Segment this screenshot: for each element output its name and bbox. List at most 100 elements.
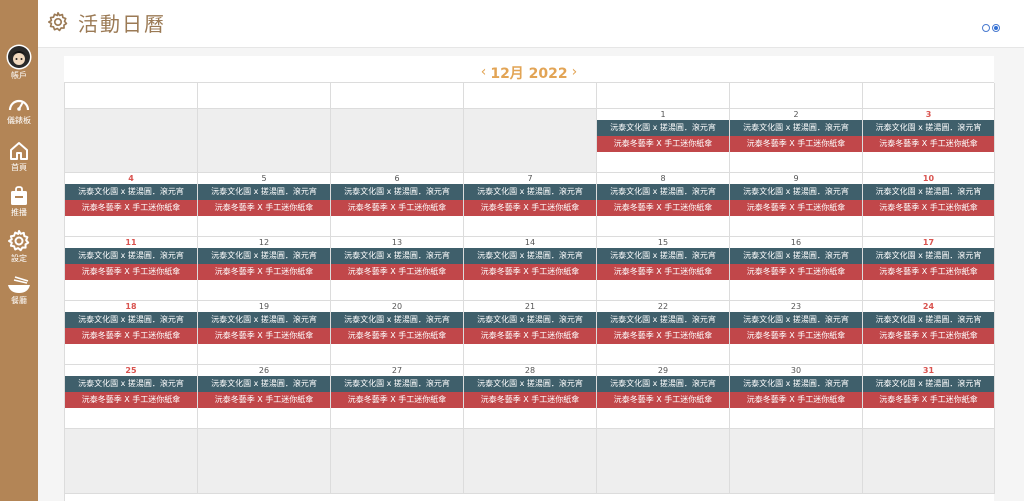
- event-bar[interactable]: 沅泰文化園 x 搓湯圓．滾元宵: [464, 248, 596, 264]
- event-bar[interactable]: 沅泰文化園 x 搓湯圓．滾元宵: [863, 120, 994, 136]
- event-bar[interactable]: 沅泰文化園 x 搓湯圓．滾元宵: [597, 248, 729, 264]
- event-bar[interactable]: 沅泰文化園 x 搓湯圓．滾元宵: [198, 312, 330, 328]
- calendar-day-cell[interactable]: 29 沅泰文化園 x 搓湯圓．滾元宵 沅泰冬藝季 X 手工迷你紙傘: [597, 365, 730, 429]
- sidebar-item-account[interactable]: 帳戶: [0, 44, 38, 81]
- event-bar[interactable]: 沅泰文化園 x 搓湯圓．滾元宵: [597, 120, 729, 136]
- event-bar[interactable]: 沅泰冬藝季 X 手工迷你紙傘: [730, 328, 862, 344]
- event-bar[interactable]: 沅泰文化園 x 搓湯圓．滾元宵: [198, 248, 330, 264]
- calendar-day-cell[interactable]: 7 沅泰文化園 x 搓湯圓．滾元宵 沅泰冬藝季 X 手工迷你紙傘: [464, 173, 597, 237]
- event-bar[interactable]: 沅泰文化園 x 搓湯圓．滾元宵: [464, 376, 596, 392]
- sidebar-item-promo[interactable]: 推播: [0, 185, 38, 218]
- event-bar[interactable]: 沅泰冬藝季 X 手工迷你紙傘: [331, 328, 463, 344]
- event-bar[interactable]: 沅泰冬藝季 X 手工迷你紙傘: [198, 200, 330, 216]
- event-bar[interactable]: 沅泰冬藝季 X 手工迷你紙傘: [730, 136, 862, 152]
- event-bar[interactable]: 沅泰文化園 x 搓湯圓．滾元宵: [863, 248, 994, 264]
- event-bar[interactable]: 沅泰文化園 x 搓湯圓．滾元宵: [65, 184, 197, 200]
- calendar-day-cell[interactable]: 18 沅泰文化園 x 搓湯圓．滾元宵 沅泰冬藝季 X 手工迷你紙傘: [65, 301, 198, 365]
- event-bar[interactable]: 沅泰冬藝季 X 手工迷你紙傘: [730, 200, 862, 216]
- calendar-day-cell[interactable]: 8 沅泰文化園 x 搓湯圓．滾元宵 沅泰冬藝季 X 手工迷你紙傘: [597, 173, 730, 237]
- event-bar[interactable]: 沅泰文化園 x 搓湯圓．滾元宵: [597, 376, 729, 392]
- event-bar[interactable]: 沅泰冬藝季 X 手工迷你紙傘: [331, 264, 463, 280]
- event-bar[interactable]: 沅泰冬藝季 X 手工迷你紙傘: [597, 264, 729, 280]
- event-bar[interactable]: 沅泰冬藝季 X 手工迷你紙傘: [863, 200, 994, 216]
- calendar-day-cell[interactable]: 22 沅泰文化園 x 搓湯圓．滾元宵 沅泰冬藝季 X 手工迷你紙傘: [597, 301, 730, 365]
- event-bar[interactable]: 沅泰冬藝季 X 手工迷你紙傘: [65, 328, 197, 344]
- next-month-button[interactable]: ›: [571, 64, 578, 80]
- calendar-day-cell[interactable]: 30 沅泰文化園 x 搓湯圓．滾元宵 沅泰冬藝季 X 手工迷你紙傘: [730, 365, 863, 429]
- calendar-day-cell[interactable]: 15 沅泰文化園 x 搓湯圓．滾元宵 沅泰冬藝季 X 手工迷你紙傘: [597, 237, 730, 301]
- calendar-day-cell[interactable]: 12 沅泰文化園 x 搓湯圓．滾元宵 沅泰冬藝季 X 手工迷你紙傘: [198, 237, 331, 301]
- event-bar[interactable]: 沅泰文化園 x 搓湯圓．滾元宵: [730, 248, 862, 264]
- calendar-day-cell[interactable]: 3 沅泰文化園 x 搓湯圓．滾元宵 沅泰冬藝季 X 手工迷你紙傘: [863, 109, 995, 173]
- event-bar[interactable]: 沅泰文化園 x 搓湯圓．滾元宵: [331, 184, 463, 200]
- event-bar[interactable]: 沅泰文化園 x 搓湯圓．滾元宵: [65, 248, 197, 264]
- calendar-day-cell[interactable]: 5 沅泰文化園 x 搓湯圓．滾元宵 沅泰冬藝季 X 手工迷你紙傘: [198, 173, 331, 237]
- event-bar[interactable]: 沅泰冬藝季 X 手工迷你紙傘: [597, 200, 729, 216]
- event-bar[interactable]: 沅泰冬藝季 X 手工迷你紙傘: [730, 264, 862, 280]
- calendar-day-cell[interactable]: 1 沅泰文化園 x 搓湯圓．滾元宵 沅泰冬藝季 X 手工迷你紙傘: [597, 109, 730, 173]
- event-bar[interactable]: 沅泰文化園 x 搓湯圓．滾元宵: [597, 312, 729, 328]
- sidebar-item-dashboard[interactable]: 儀錶板: [0, 95, 38, 126]
- calendar-day-cell[interactable]: 27 沅泰文化園 x 搓湯圓．滾元宵 沅泰冬藝季 X 手工迷你紙傘: [331, 365, 464, 429]
- calendar-day-cell[interactable]: 11 沅泰文化園 x 搓湯圓．滾元宵 沅泰冬藝季 X 手工迷你紙傘: [65, 237, 198, 301]
- calendar-day-cell[interactable]: 23 沅泰文化園 x 搓湯圓．滾元宵 沅泰冬藝季 X 手工迷你紙傘: [730, 301, 863, 365]
- event-bar[interactable]: 沅泰文化園 x 搓湯圓．滾元宵: [863, 312, 994, 328]
- event-bar[interactable]: 沅泰文化園 x 搓湯圓．滾元宵: [464, 184, 596, 200]
- event-bar[interactable]: 沅泰冬藝季 X 手工迷你紙傘: [464, 264, 596, 280]
- event-bar[interactable]: 沅泰文化園 x 搓湯圓．滾元宵: [331, 312, 463, 328]
- event-bar[interactable]: 沅泰文化園 x 搓湯圓．滾元宵: [198, 376, 330, 392]
- event-bar[interactable]: 沅泰文化園 x 搓湯圓．滾元宵: [464, 312, 596, 328]
- event-bar[interactable]: 沅泰文化園 x 搓湯圓．滾元宵: [730, 120, 862, 136]
- event-bar[interactable]: 沅泰文化園 x 搓湯圓．滾元宵: [65, 376, 197, 392]
- sidebar-item-settings[interactable]: 設定: [0, 229, 38, 264]
- event-bar[interactable]: 沅泰冬藝季 X 手工迷你紙傘: [597, 136, 729, 152]
- sidebar-item-dining[interactable]: 餐廳: [0, 275, 38, 306]
- prev-month-button[interactable]: ‹: [480, 64, 487, 80]
- event-bar[interactable]: 沅泰文化園 x 搓湯圓．滾元宵: [331, 376, 463, 392]
- event-bar[interactable]: 沅泰文化園 x 搓湯圓．滾元宵: [730, 184, 862, 200]
- calendar-day-cell[interactable]: 28 沅泰文化園 x 搓湯圓．滾元宵 沅泰冬藝季 X 手工迷你紙傘: [464, 365, 597, 429]
- calendar-day-cell[interactable]: 9 沅泰文化園 x 搓湯圓．滾元宵 沅泰冬藝季 X 手工迷你紙傘: [730, 173, 863, 237]
- event-bar[interactable]: 沅泰冬藝季 X 手工迷你紙傘: [464, 200, 596, 216]
- event-bar[interactable]: 沅泰冬藝季 X 手工迷你紙傘: [198, 392, 330, 408]
- calendar-day-cell[interactable]: 26 沅泰文化園 x 搓湯圓．滾元宵 沅泰冬藝季 X 手工迷你紙傘: [198, 365, 331, 429]
- calendar-day-cell[interactable]: 31 沅泰文化園 x 搓湯圓．滾元宵 沅泰冬藝季 X 手工迷你紙傘: [863, 365, 995, 429]
- event-bar[interactable]: 沅泰冬藝季 X 手工迷你紙傘: [863, 264, 994, 280]
- sidebar-item-home[interactable]: 首頁: [0, 140, 38, 173]
- event-bar[interactable]: 沅泰冬藝季 X 手工迷你紙傘: [464, 392, 596, 408]
- event-bar[interactable]: 沅泰冬藝季 X 手工迷你紙傘: [597, 392, 729, 408]
- calendar-day-cell[interactable]: 4 沅泰文化園 x 搓湯圓．滾元宵 沅泰冬藝季 X 手工迷你紙傘: [65, 173, 198, 237]
- view-radio-1[interactable]: [982, 24, 990, 32]
- calendar-day-cell[interactable]: 16 沅泰文化園 x 搓湯圓．滾元宵 沅泰冬藝季 X 手工迷你紙傘: [730, 237, 863, 301]
- calendar-day-cell[interactable]: 25 沅泰文化園 x 搓湯圓．滾元宵 沅泰冬藝季 X 手工迷你紙傘: [65, 365, 198, 429]
- calendar-day-cell[interactable]: 21 沅泰文化園 x 搓湯圓．滾元宵 沅泰冬藝季 X 手工迷你紙傘: [464, 301, 597, 365]
- calendar-day-cell[interactable]: 17 沅泰文化園 x 搓湯圓．滾元宵 沅泰冬藝季 X 手工迷你紙傘: [863, 237, 995, 301]
- event-bar[interactable]: 沅泰文化園 x 搓湯圓．滾元宵: [65, 312, 197, 328]
- event-bar[interactable]: 沅泰文化園 x 搓湯圓．滾元宵: [331, 248, 463, 264]
- event-bar[interactable]: 沅泰冬藝季 X 手工迷你紙傘: [331, 392, 463, 408]
- event-bar[interactable]: 沅泰冬藝季 X 手工迷你紙傘: [597, 328, 729, 344]
- event-bar[interactable]: 沅泰冬藝季 X 手工迷你紙傘: [464, 328, 596, 344]
- event-bar[interactable]: 沅泰文化園 x 搓湯圓．滾元宵: [730, 312, 862, 328]
- calendar-day-cell[interactable]: 2 沅泰文化園 x 搓湯圓．滾元宵 沅泰冬藝季 X 手工迷你紙傘: [730, 109, 863, 173]
- event-bar[interactable]: 沅泰冬藝季 X 手工迷你紙傘: [65, 392, 197, 408]
- calendar-day-cell[interactable]: 20 沅泰文化園 x 搓湯圓．滾元宵 沅泰冬藝季 X 手工迷你紙傘: [331, 301, 464, 365]
- event-bar[interactable]: 沅泰冬藝季 X 手工迷你紙傘: [730, 392, 862, 408]
- calendar-day-cell[interactable]: 19 沅泰文化園 x 搓湯圓．滾元宵 沅泰冬藝季 X 手工迷你紙傘: [198, 301, 331, 365]
- calendar-day-cell[interactable]: 13 沅泰文化園 x 搓湯圓．滾元宵 沅泰冬藝季 X 手工迷你紙傘: [331, 237, 464, 301]
- view-radio-2[interactable]: [992, 24, 1000, 32]
- calendar-day-cell[interactable]: 6 沅泰文化園 x 搓湯圓．滾元宵 沅泰冬藝季 X 手工迷你紙傘: [331, 173, 464, 237]
- event-bar[interactable]: 沅泰冬藝季 X 手工迷你紙傘: [863, 136, 994, 152]
- event-bar[interactable]: 沅泰文化園 x 搓湯圓．滾元宵: [863, 376, 994, 392]
- event-bar[interactable]: 沅泰冬藝季 X 手工迷你紙傘: [331, 200, 463, 216]
- event-bar[interactable]: 沅泰文化園 x 搓湯圓．滾元宵: [198, 184, 330, 200]
- event-bar[interactable]: 沅泰冬藝季 X 手工迷你紙傘: [65, 264, 197, 280]
- calendar-day-cell[interactable]: 10 沅泰文化園 x 搓湯圓．滾元宵 沅泰冬藝季 X 手工迷你紙傘: [863, 173, 995, 237]
- event-bar[interactable]: 沅泰文化園 x 搓湯圓．滾元宵: [863, 184, 994, 200]
- calendar-day-cell[interactable]: 24 沅泰文化園 x 搓湯圓．滾元宵 沅泰冬藝季 X 手工迷你紙傘: [863, 301, 995, 365]
- calendar-day-cell[interactable]: 14 沅泰文化園 x 搓湯圓．滾元宵 沅泰冬藝季 X 手工迷你紙傘: [464, 237, 597, 301]
- event-bar[interactable]: 沅泰文化園 x 搓湯圓．滾元宵: [597, 184, 729, 200]
- event-bar[interactable]: 沅泰冬藝季 X 手工迷你紙傘: [198, 328, 330, 344]
- event-bar[interactable]: 沅泰冬藝季 X 手工迷你紙傘: [198, 264, 330, 280]
- event-bar[interactable]: 沅泰冬藝季 X 手工迷你紙傘: [863, 392, 994, 408]
